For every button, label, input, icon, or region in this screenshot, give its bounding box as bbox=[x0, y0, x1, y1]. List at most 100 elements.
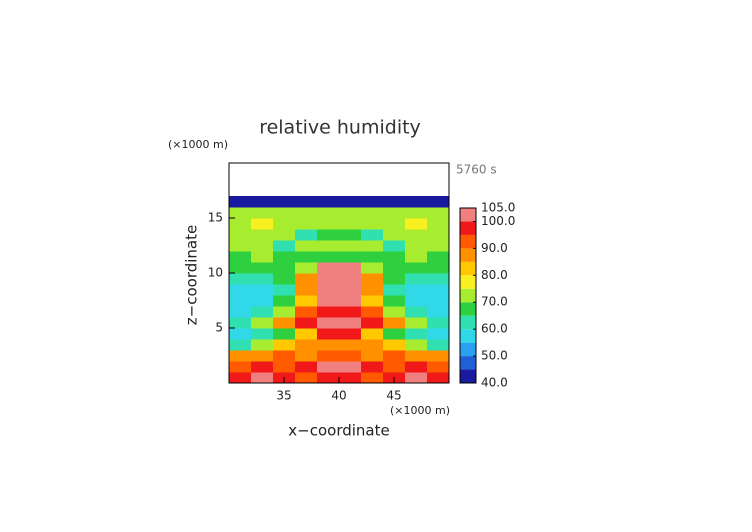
colorbar-band bbox=[460, 288, 476, 303]
heat-cell bbox=[295, 339, 318, 351]
heat-cell bbox=[339, 284, 362, 296]
heat-cell bbox=[339, 328, 362, 340]
heat-cell bbox=[317, 350, 340, 362]
heat-cell bbox=[295, 240, 318, 252]
heat-cell bbox=[405, 339, 428, 351]
heat-cell bbox=[361, 317, 384, 329]
x-tick-label: 40 bbox=[331, 389, 346, 403]
heat-cell bbox=[361, 196, 384, 208]
heat-cell bbox=[405, 306, 428, 318]
heat-cell bbox=[339, 361, 362, 373]
heat-cell bbox=[339, 229, 362, 241]
heat-cell bbox=[361, 229, 384, 241]
colorbar-band bbox=[460, 302, 476, 316]
colorbar-tick-label: 50.0 bbox=[481, 349, 508, 363]
heat-cell bbox=[273, 284, 296, 296]
heat-cell bbox=[251, 240, 274, 252]
heat-cell bbox=[405, 218, 428, 230]
heat-cell bbox=[427, 306, 450, 318]
heat-cell bbox=[361, 339, 384, 351]
heat-cell bbox=[251, 350, 274, 362]
heat-cell bbox=[317, 306, 340, 318]
heat-cell bbox=[339, 207, 362, 219]
colorbar-tick-label: 80.0 bbox=[481, 268, 508, 282]
heat-cell bbox=[427, 196, 450, 208]
heat-cell bbox=[229, 339, 252, 351]
heat-cell bbox=[317, 339, 340, 351]
heat-cell bbox=[339, 350, 362, 362]
heat-cell bbox=[317, 251, 340, 263]
colorbar-band bbox=[460, 369, 476, 383]
heat-cell bbox=[383, 339, 406, 351]
heat-cell bbox=[405, 350, 428, 362]
heat-cell bbox=[383, 361, 406, 373]
heat-cell bbox=[273, 306, 296, 318]
heat-cell bbox=[229, 229, 252, 241]
heat-cell bbox=[427, 207, 450, 219]
heat-cell bbox=[339, 372, 362, 384]
heat-cell bbox=[405, 196, 428, 208]
heat-cell bbox=[339, 262, 362, 274]
heat-cell bbox=[427, 251, 450, 263]
heat-cell bbox=[229, 295, 252, 307]
heat-cell bbox=[317, 218, 340, 230]
heat-cell bbox=[251, 306, 274, 318]
heat-cell bbox=[251, 196, 274, 208]
heat-cell bbox=[317, 372, 340, 384]
heat-cell bbox=[383, 350, 406, 362]
heat-cell bbox=[383, 306, 406, 318]
heat-cell bbox=[251, 218, 274, 230]
heat-cell bbox=[295, 284, 318, 296]
heat-cell bbox=[295, 361, 318, 373]
heat-cell bbox=[295, 251, 318, 263]
heat-cell bbox=[317, 361, 340, 373]
heat-cell bbox=[405, 251, 428, 263]
heat-cell bbox=[405, 240, 428, 252]
heat-cell bbox=[405, 361, 428, 373]
heat-cell bbox=[427, 350, 450, 362]
heat-cell bbox=[361, 372, 384, 384]
heat-cell bbox=[427, 339, 450, 351]
heat-cell bbox=[427, 328, 450, 340]
heat-cell bbox=[273, 339, 296, 351]
heat-cell bbox=[361, 361, 384, 373]
heat-cell bbox=[361, 240, 384, 252]
colorbar-tick-label: 100.0 bbox=[481, 214, 515, 228]
heat-cell bbox=[339, 196, 362, 208]
heat-cell bbox=[251, 339, 274, 351]
heat-cell bbox=[405, 372, 428, 384]
heat-cell bbox=[427, 317, 450, 329]
heat-cell bbox=[273, 218, 296, 230]
heat-cell bbox=[339, 273, 362, 285]
y-tick-label: 5 bbox=[215, 321, 223, 335]
colorbar-tick-label: 40.0 bbox=[481, 376, 508, 390]
heat-cell bbox=[273, 361, 296, 373]
heat-cell bbox=[339, 240, 362, 252]
heat-cell bbox=[295, 306, 318, 318]
colorbar-band bbox=[460, 261, 476, 276]
heat-cell bbox=[317, 295, 340, 307]
heat-cell bbox=[361, 306, 384, 318]
heat-cell bbox=[339, 251, 362, 263]
heat-cell bbox=[427, 284, 450, 296]
heat-cell bbox=[229, 306, 252, 318]
colorbar-band bbox=[460, 315, 476, 330]
heat-cell bbox=[273, 207, 296, 219]
heat-cell bbox=[383, 295, 406, 307]
heat-cell bbox=[317, 229, 340, 241]
heat-cell bbox=[361, 251, 384, 263]
heat-cell bbox=[273, 262, 296, 274]
colorbar-band bbox=[460, 329, 476, 343]
y-axis-label: z−coordinate bbox=[183, 225, 201, 325]
heat-cell bbox=[383, 240, 406, 252]
heat-cell bbox=[361, 350, 384, 362]
colorbar-band bbox=[460, 275, 476, 289]
heat-cell bbox=[317, 262, 340, 274]
colorbar-tick-label: 70.0 bbox=[481, 295, 508, 309]
heat-cell bbox=[295, 196, 318, 208]
heat-cell bbox=[229, 262, 252, 274]
heat-cell bbox=[295, 273, 318, 285]
heat-cell bbox=[295, 218, 318, 230]
heat-cell bbox=[317, 207, 340, 219]
